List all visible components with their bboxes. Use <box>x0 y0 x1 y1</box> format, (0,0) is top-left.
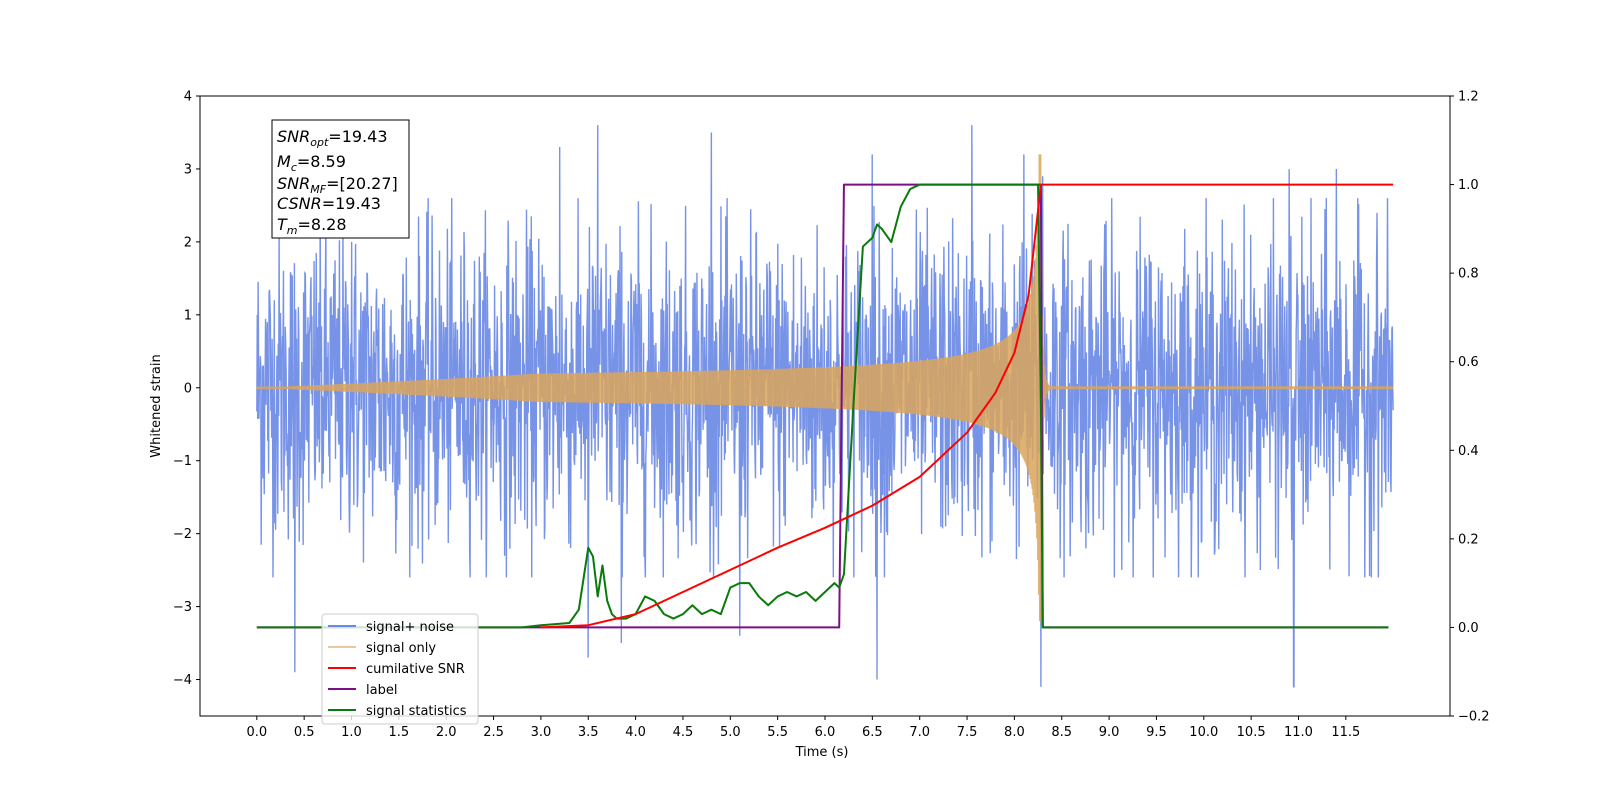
y-tick-label: 3 <box>184 162 192 177</box>
y2-tick-label: 0.8 <box>1458 267 1479 282</box>
annotation-box: SNRopt=19.43 Mc=8.59 SNRMF=[20.27] CSNR=… <box>271 119 410 239</box>
legend-frame <box>321 613 479 725</box>
y2-tick-label: 0.0 <box>1458 621 1479 636</box>
x-tick-label: 7.5 <box>957 725 978 740</box>
annotation-line: SNRMF=[20.27] <box>277 174 398 196</box>
x-tick-label: 7.0 <box>909 725 930 740</box>
series-cumilative-snr <box>540 183 1394 629</box>
x-axis-label: Time (s) <box>795 745 849 760</box>
y2-tick-label: −0.2 <box>1458 710 1490 725</box>
legend-label: signal+ noise <box>366 620 454 635</box>
annotation-line: CSNR=19.43 <box>277 194 381 213</box>
legend-label: label <box>366 683 397 698</box>
x-tick-label: 6.5 <box>862 725 883 740</box>
y2-tick-label: 1.0 <box>1458 178 1479 193</box>
legend-label: signal only <box>366 641 436 656</box>
x-tick-label: 5.0 <box>720 725 741 740</box>
x-tick-label: 2.5 <box>483 725 504 740</box>
y2-tick-label: 0.6 <box>1458 355 1479 370</box>
y-tick-label: −3 <box>173 600 192 615</box>
annotation-line: Mc=8.59 <box>277 152 346 174</box>
x-tick-label: 5.5 <box>767 725 788 740</box>
y-tick-label: 2 <box>184 235 192 250</box>
x-axis: 0.0 0.5 1.0 1.5 2.0 2.5 3.0 3.5 4.0 4.5 5.0 5.5 6.0 6… <box>246 716 1360 740</box>
x-tick-label: 1.5 <box>389 725 410 740</box>
series-layer <box>256 125 1394 688</box>
x-tick-label: 1.0 <box>341 725 362 740</box>
series-signal-only <box>256 154 1394 622</box>
legend-label: cumilative SNR <box>366 662 465 677</box>
x-tick-label: 3.5 <box>578 725 599 740</box>
x-tick-label: 8.0 <box>1004 725 1025 740</box>
x-tick-label: 8.5 <box>1051 725 1072 740</box>
x-tick-label: 4.0 <box>625 725 646 740</box>
y-tick-label: 0 <box>184 381 192 396</box>
x-tick-label: 10.5 <box>1237 725 1266 740</box>
x-tick-label: 0.0 <box>246 725 267 740</box>
x-tick-label: 10.0 <box>1189 725 1218 740</box>
y-tick-label: 4 <box>184 90 192 105</box>
annotation-line: Tm=8.28 <box>277 215 347 237</box>
x-tick-label: 11.5 <box>1331 725 1360 740</box>
y-axis-left: 4 3 2 1 0 −1 −2 −3 −4 <box>173 90 200 688</box>
y2-tick-label: 0.4 <box>1458 444 1479 459</box>
x-tick-label: 11.0 <box>1284 725 1313 740</box>
x-tick-label: 2.0 <box>436 725 457 740</box>
x-tick-label: 4.5 <box>673 725 694 740</box>
y-axis-label: Whitened strain <box>149 354 164 457</box>
x-tick-label: 9.5 <box>1146 725 1167 740</box>
x-tick-label: 9.0 <box>1099 725 1120 740</box>
x-tick-label: 3.0 <box>531 725 552 740</box>
annotation-line: SNRopt=19.43 <box>277 127 388 149</box>
y-tick-label: −2 <box>173 527 192 542</box>
y-tick-label: 1 <box>184 308 192 323</box>
y-tick-label: −4 <box>173 673 192 688</box>
x-tick-label: 0.5 <box>294 725 315 740</box>
legend: signal+ noise signal only cumilative SNR la… <box>321 613 479 725</box>
y2-tick-label: 0.2 <box>1458 532 1479 547</box>
y-axis-right: 1.2 1.0 0.8 0.6 0.4 0.2 0.0 −0.2 <box>1450 90 1490 725</box>
legend-label: signal statistics <box>366 704 467 719</box>
x-tick-label: 6.0 <box>815 725 836 740</box>
y-tick-label: −1 <box>173 454 192 469</box>
y2-tick-label: 1.2 <box>1458 90 1479 105</box>
series-signal-statistics <box>256 183 1389 629</box>
